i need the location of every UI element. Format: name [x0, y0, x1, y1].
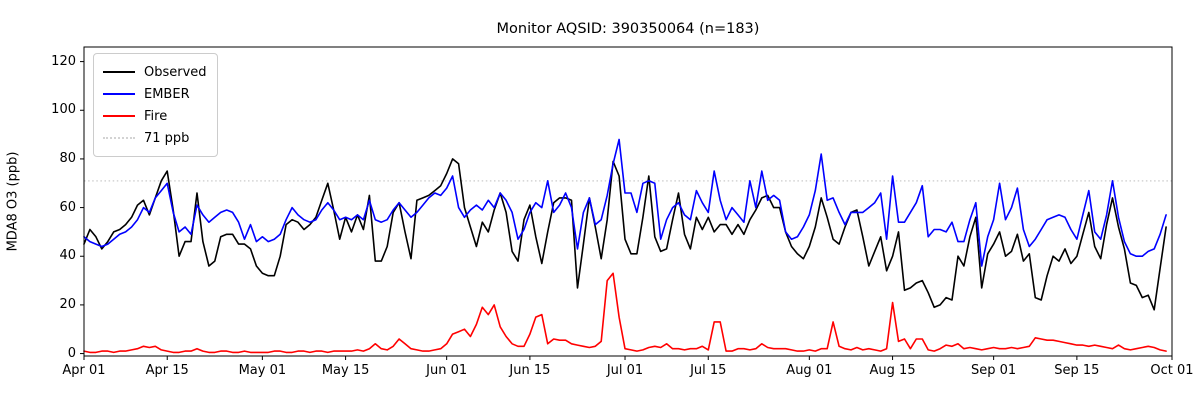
ember-line-swatch [103, 93, 135, 95]
legend-label: Fire [144, 108, 168, 124]
71ppb-line-swatch [103, 137, 135, 139]
x-tick-label: Jul 01 [606, 363, 644, 378]
y-tick-label: 40 [59, 248, 76, 264]
x-tick-label: Oct 01 [1150, 363, 1194, 378]
legend-item-fire: Fire [103, 105, 207, 127]
x-tick-label: Sep 01 [971, 363, 1017, 378]
x-tick-label: Aug 01 [786, 363, 833, 378]
x-tick-label: Apr 15 [145, 363, 189, 378]
legend-item-ember: EMBER [103, 83, 207, 105]
y-tick-label: 80 [59, 150, 76, 166]
legend-label: EMBER [144, 86, 190, 102]
observed-line-swatch [103, 71, 135, 73]
y-tick-label: 0 [67, 345, 76, 361]
chart-title: Monitor AQSID: 390350064 (n=183) [496, 21, 760, 37]
y-axis-label: MDA8 O3 (ppb) [5, 151, 21, 252]
plot-frame [83, 46, 1173, 357]
y-tick-label: 120 [51, 53, 76, 69]
x-tick-label: Jun 15 [509, 363, 551, 378]
legend: Observed EMBER Fire 71 ppb [93, 53, 218, 157]
series-line-observed [83, 158, 1167, 311]
series-line-ember [83, 138, 1167, 267]
y-tick-label: 20 [59, 296, 76, 312]
legend-item-observed: Observed [103, 61, 207, 83]
legend-label: 71 ppb [144, 130, 190, 146]
x-tick-label: Aug 15 [869, 363, 916, 378]
x-tick-label: Jun 01 [426, 363, 468, 378]
series-line-fire [83, 272, 1167, 354]
x-tick-label: Apr 01 [62, 363, 106, 378]
x-tick-label: Sep 15 [1054, 363, 1100, 378]
legend-item-71ppb: 71 ppb [103, 127, 207, 149]
y-tick-label: 60 [59, 199, 76, 215]
x-tick-label: May 15 [321, 363, 370, 378]
legend-label: Observed [144, 64, 207, 80]
fire-line-swatch [103, 115, 135, 117]
y-tick-label: 100 [51, 102, 76, 118]
x-tick-label: May 01 [238, 363, 287, 378]
x-tick-label: Jul 15 [690, 363, 727, 378]
